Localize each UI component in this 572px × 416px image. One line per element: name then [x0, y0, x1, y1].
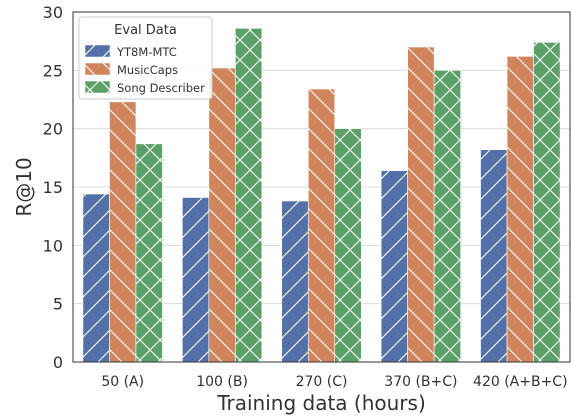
axes-layer: 0 5 10 15 20 25 30 50 (A) 100 (B) 270 (C) 370 (B+C…: [12, 3, 571, 415]
legend-box: [78, 16, 213, 100]
bar-yt8m-mtc: [480, 149, 508, 363]
y-tick-label: 15: [43, 178, 63, 197]
plot-frame: [72, 11, 571, 363]
legend-swatch: [84, 62, 111, 76]
bar-song-describer: [334, 128, 362, 363]
bar-yt8m-mtc: [182, 197, 210, 363]
bar-musiccaps: [407, 46, 435, 363]
legend-swatch: [84, 80, 111, 94]
y-tick-label: 25: [43, 61, 63, 80]
bar-song-describer: [235, 28, 263, 363]
y-tick-label: 20: [43, 120, 63, 139]
legend-label: YT8M-MTC: [116, 45, 177, 59]
bar-musiccaps: [307, 88, 336, 363]
y-tick-label: 30: [43, 3, 63, 22]
bar-yt8m-mtc: [281, 200, 309, 363]
y-tick-label: 0: [53, 353, 63, 372]
x-tick-label: 100 (B): [196, 374, 248, 390]
bar-yt8m-mtc: [380, 170, 408, 363]
bar-musiccaps: [109, 101, 137, 363]
bar-musiccaps: [208, 67, 236, 363]
bar-song-describer: [433, 70, 461, 363]
x-tick-label: 420 (A+B+C): [473, 374, 568, 390]
bar-song-describer: [533, 42, 561, 363]
bar-song-describer: [135, 143, 163, 363]
legend-title: Eval Data: [114, 23, 177, 38]
legend-label: Song Describer: [117, 81, 205, 95]
bar-musiccaps: [506, 56, 534, 363]
bar-yt8m-mtc: [82, 193, 110, 363]
x-axis-title: Training data (hours): [216, 391, 426, 415]
y-axis-title: R@10: [12, 157, 36, 216]
legend-swatch: [84, 44, 111, 58]
legend-label: MusicCaps: [117, 63, 178, 77]
x-tick-label: 370 (B+C): [384, 374, 457, 390]
y-tick-label: 5: [53, 295, 63, 314]
x-tick-label: 270 (C): [296, 374, 348, 390]
legend: Eval Data YT8M-MTC MusicCaps Song Describer: [78, 16, 213, 100]
x-tick-label: 50 (A): [101, 374, 144, 390]
y-tick-label: 10: [43, 236, 63, 255]
